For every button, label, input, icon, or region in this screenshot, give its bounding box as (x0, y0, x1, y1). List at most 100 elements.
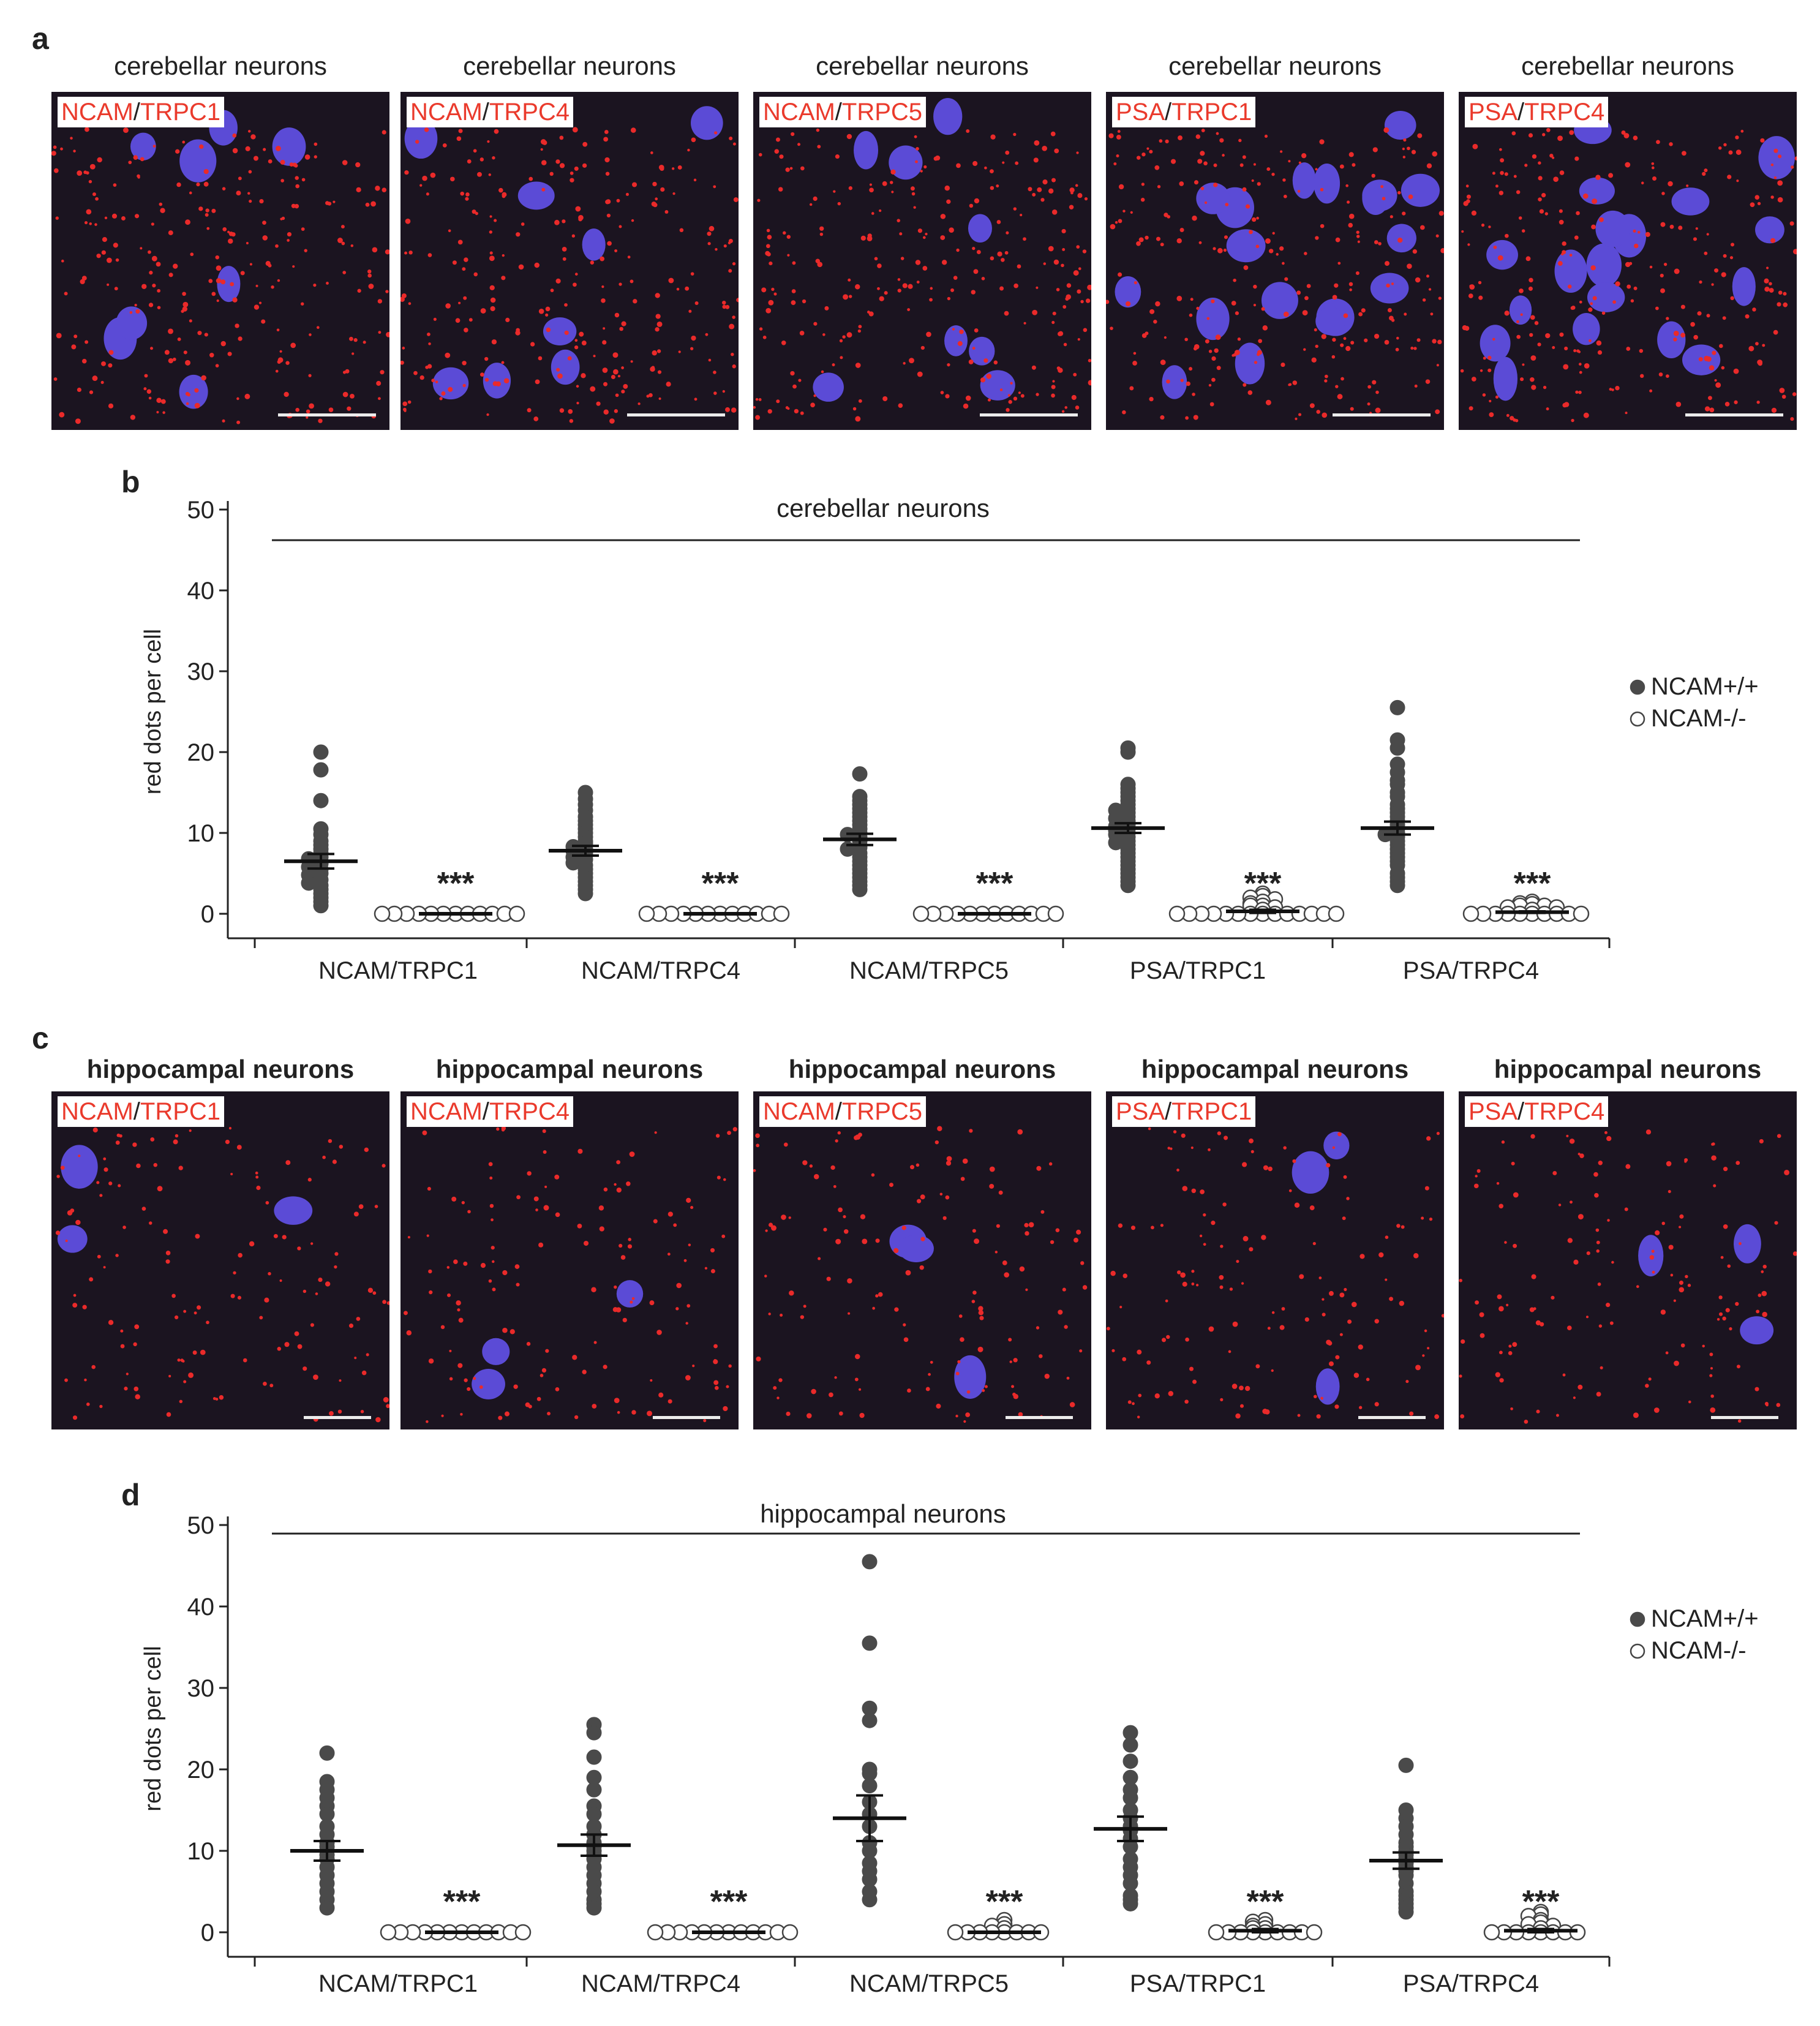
red-dot (978, 1306, 983, 1311)
red-dot (909, 358, 914, 364)
y-tick-label: 0 (201, 1919, 214, 1946)
red-dot (1181, 1133, 1186, 1138)
red-dot (1203, 1243, 1206, 1246)
red-dot (603, 327, 606, 330)
nucleus (1386, 224, 1416, 253)
red-dot (1428, 288, 1432, 291)
red-dot (1224, 1135, 1228, 1140)
red-dot (489, 1176, 493, 1180)
red-dot (769, 261, 773, 266)
red-dot (1088, 358, 1091, 363)
nucleus (57, 1225, 88, 1253)
red-dot (1382, 197, 1386, 201)
red-dot (236, 420, 241, 424)
red-dot (382, 1300, 386, 1305)
red-dot (1598, 217, 1604, 222)
red-dot (448, 386, 453, 392)
red-dot (693, 178, 697, 182)
red-dot (1480, 369, 1483, 372)
red-dot (1604, 1131, 1608, 1134)
image-title: hippocampal neurons (1494, 1055, 1762, 1083)
red-dot (905, 1270, 911, 1276)
red-dot (1611, 1260, 1614, 1264)
red-dot (1288, 1189, 1292, 1192)
data-point (647, 1924, 664, 1941)
red-dot (1166, 379, 1170, 384)
red-dot (837, 1131, 841, 1135)
red-dot (813, 322, 818, 326)
red-dot (929, 298, 933, 302)
red-dot (1352, 163, 1356, 167)
red-dot (385, 249, 389, 255)
red-dot (933, 156, 938, 161)
red-dot (732, 315, 735, 319)
red-dot (255, 1175, 259, 1179)
stain-label-1: NCAM (410, 1098, 483, 1125)
red-dot (1762, 1264, 1767, 1269)
red-dot (1516, 334, 1521, 339)
red-dot (88, 179, 92, 184)
red-dot (878, 209, 882, 213)
red-dot (1321, 334, 1326, 339)
red-dot (356, 187, 361, 192)
red-dot (1193, 347, 1197, 351)
red-dot (1777, 1134, 1781, 1139)
red-dot (691, 335, 696, 341)
red-dot (787, 407, 790, 410)
red-dot (1663, 262, 1668, 266)
red-dot (342, 371, 347, 374)
red-dot (458, 1317, 464, 1323)
red-dot (1146, 1360, 1151, 1365)
red-dot (1184, 1399, 1189, 1404)
red-dot (1724, 402, 1730, 407)
red-dot (1639, 348, 1644, 353)
red-dot (1596, 1240, 1600, 1245)
red-dot (1415, 277, 1421, 283)
red-dot (1347, 1319, 1352, 1324)
red-dot (462, 361, 467, 366)
red-dot (1492, 171, 1495, 175)
red-dot (467, 1210, 471, 1214)
red-dot (1268, 1166, 1273, 1172)
red-dot (1754, 195, 1760, 200)
red-dot (1424, 1329, 1427, 1333)
red-dot (1366, 1377, 1370, 1382)
red-dot (573, 282, 577, 287)
red-dot (652, 350, 657, 356)
red-dot (333, 200, 336, 203)
red-dot (764, 1275, 767, 1278)
red-dot (289, 162, 294, 167)
red-dot (1077, 289, 1081, 294)
red-dot (1791, 165, 1794, 169)
red-dot (265, 1201, 269, 1205)
red-dot (1479, 1312, 1484, 1317)
red-dot (1728, 150, 1733, 155)
nucleus (1261, 282, 1298, 319)
red-dot (1200, 1189, 1205, 1194)
red-dot (51, 151, 56, 156)
red-dot (307, 1178, 312, 1182)
red-dot (1292, 1159, 1296, 1163)
micrograph: NCAM/TRPC4 (400, 1091, 739, 1429)
red-dot (236, 190, 241, 196)
red-dot (501, 361, 505, 364)
red-dot (1013, 283, 1018, 288)
red-dot (175, 1134, 179, 1138)
red-dot (922, 266, 928, 271)
red-dot (1076, 245, 1080, 249)
red-dot (603, 137, 609, 142)
red-dot (275, 369, 279, 373)
red-dot (1543, 385, 1547, 390)
nucleus (1671, 187, 1710, 216)
red-dot (1718, 146, 1722, 150)
red-dot (337, 1409, 342, 1414)
red-dot (1271, 1311, 1275, 1314)
red-dot (181, 309, 184, 313)
red-dot (694, 301, 699, 306)
red-dot (1008, 1338, 1012, 1342)
red-dot (1660, 1309, 1666, 1315)
red-dot (1427, 1347, 1430, 1350)
red-dot (1709, 1352, 1713, 1357)
red-dot (732, 364, 736, 369)
red-dot (759, 327, 763, 331)
